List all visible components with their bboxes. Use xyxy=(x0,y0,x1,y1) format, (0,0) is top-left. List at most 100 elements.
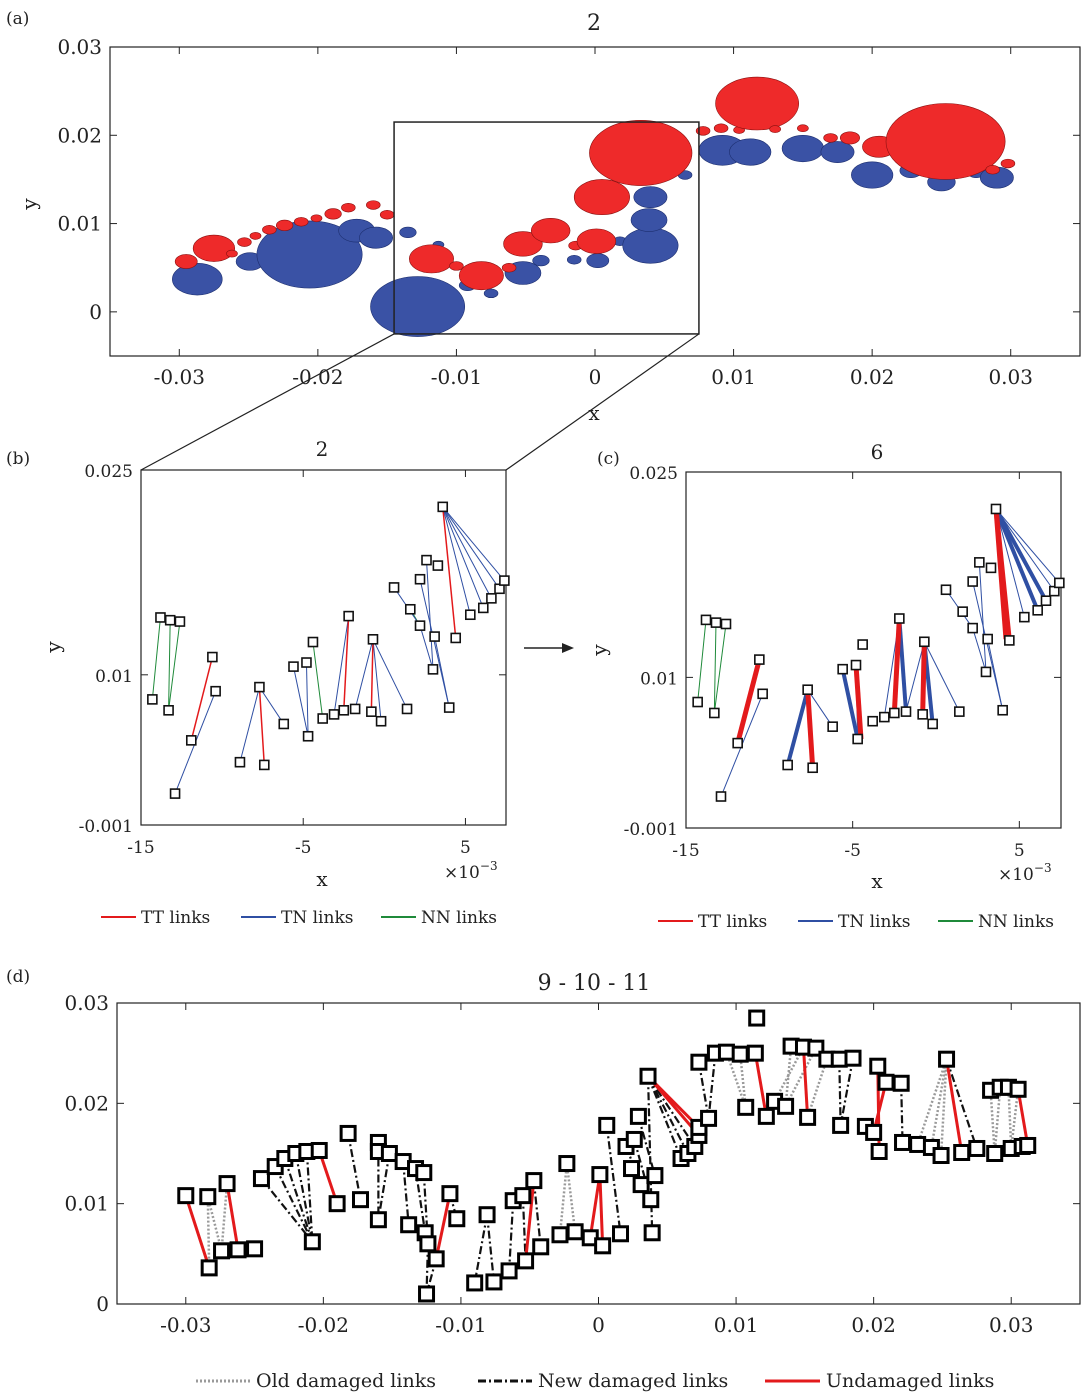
tension-particle xyxy=(310,214,323,223)
particle-node xyxy=(367,634,379,645)
particle-node xyxy=(301,657,312,668)
tension-particle xyxy=(449,261,464,271)
particle-node xyxy=(1032,604,1043,616)
particle-node xyxy=(953,1143,971,1161)
panel-c: 6 -15 -5 5 -0.001 0.01 0.025 x y ×10−3 TT lin… xyxy=(587,440,1065,932)
panel-a-title: 2 xyxy=(587,11,601,36)
particle-node xyxy=(258,759,270,771)
tension-particle xyxy=(885,103,1006,180)
panel-b-xtick-label: 5 xyxy=(460,838,471,858)
particle-node xyxy=(338,705,350,716)
particle-node xyxy=(900,706,912,717)
tension-particle xyxy=(823,133,838,143)
undamaged-link xyxy=(434,1193,452,1260)
panel-b-nodes xyxy=(147,501,510,799)
panel-b-ytick-label: 0.01 xyxy=(95,667,133,687)
tension-particle xyxy=(192,234,236,262)
particle-node xyxy=(278,718,290,730)
tension-particle xyxy=(409,244,454,274)
particle-node xyxy=(737,1098,755,1116)
particle-node xyxy=(598,1116,616,1134)
particle-node xyxy=(1019,1136,1037,1154)
particle-node xyxy=(415,1164,433,1182)
new-damaged-link xyxy=(900,1083,904,1143)
old-damaged-link xyxy=(558,1163,569,1235)
tn-link xyxy=(292,666,309,737)
old-damaged-link xyxy=(220,1183,229,1251)
legend-c-tt-label: TT links xyxy=(698,912,767,932)
particle-node xyxy=(1054,577,1065,589)
particle-node xyxy=(566,1223,584,1241)
particle-node xyxy=(421,554,432,566)
particle-node xyxy=(709,707,720,719)
particle-node xyxy=(938,1050,956,1068)
panel-d-ytick-label: 0.02 xyxy=(64,1091,109,1115)
panel-c-title: 6 xyxy=(871,440,884,464)
tn-link xyxy=(354,639,374,710)
tn-link xyxy=(442,506,484,609)
compression-particle xyxy=(370,276,466,337)
panel-label-c: (c) xyxy=(597,449,620,469)
nn-link xyxy=(151,617,161,700)
panel-d-ticks: -0.03 -0.02 -0.01 0 0.01 0.02 0.03 0 0.01 0.02 0.0… xyxy=(64,991,1080,1337)
panel-c-x-multiplier-base: ×10 xyxy=(998,865,1034,885)
particle-node xyxy=(799,1108,817,1126)
undamaged-link xyxy=(1016,1089,1030,1146)
new-damaged-link xyxy=(647,1075,683,1159)
particle-node xyxy=(177,1187,195,1205)
particle-node xyxy=(210,685,221,697)
particle-node xyxy=(418,1285,436,1303)
nn-link xyxy=(168,621,181,711)
tension-particle xyxy=(174,254,198,269)
particle-node xyxy=(639,1067,657,1085)
tn-link xyxy=(372,639,408,710)
particle-node xyxy=(932,1147,950,1165)
tension-particle xyxy=(503,231,543,257)
new-damaged-link xyxy=(473,1214,489,1284)
panel-a-xtick-label: -0.03 xyxy=(154,365,205,389)
particle-node xyxy=(478,1206,496,1224)
tension-particle xyxy=(458,261,504,291)
nn-link xyxy=(713,623,727,714)
particle-node xyxy=(986,1145,1004,1162)
tension-particle xyxy=(797,124,809,133)
particle-node xyxy=(746,1044,764,1062)
particle-node xyxy=(892,1074,910,1092)
tn-link xyxy=(442,506,492,599)
particle-node xyxy=(957,606,968,617)
compression-particle xyxy=(483,288,499,299)
panel-b-x-multiplier-exp: −3 xyxy=(480,859,498,873)
panel-a: 2 -0.03 -0.02 -0.01 0 0.01 0.02 0.03 0 0.01 0.02 0… xyxy=(17,11,1081,425)
particle-node xyxy=(229,1241,247,1259)
particle-node xyxy=(777,1097,795,1115)
undamaged-link xyxy=(598,1174,605,1246)
panel-label-d: (d) xyxy=(6,967,30,987)
arrow-b-to-c xyxy=(524,643,574,653)
panel-a-ytick-label: 0.02 xyxy=(57,123,102,147)
particle-node xyxy=(748,1009,766,1027)
tn-link xyxy=(259,686,285,725)
panel-a-xtick-label: 0.03 xyxy=(988,365,1033,389)
particle-node xyxy=(443,702,455,713)
tt-bold-link xyxy=(993,508,1009,640)
panel-b: 2 -15 -5 5 -0.001 0.01 0.025 x y ×10−3 TT lin… xyxy=(41,437,510,928)
particle-node xyxy=(865,1123,883,1141)
panel-d-xtick-label: 0.02 xyxy=(851,1313,896,1337)
panel-b-ticks: -15 -5 5 -0.001 0.01 0.025 xyxy=(79,462,506,858)
particle-node xyxy=(207,651,218,663)
panel-d-xtick-label: 0.03 xyxy=(989,1313,1034,1337)
panel-a-xtick-label: 0 xyxy=(589,365,602,389)
particle-node xyxy=(837,663,848,675)
tt-link xyxy=(190,656,214,741)
particle-node xyxy=(427,664,439,675)
particle-node xyxy=(612,1225,630,1243)
particle-node xyxy=(692,696,703,708)
particle-node xyxy=(690,1053,708,1071)
tn-link xyxy=(923,641,960,712)
tt-bold-link xyxy=(853,664,864,740)
panel-c-links xyxy=(697,508,1060,797)
particle-node xyxy=(877,1073,895,1091)
new-damaged-link xyxy=(377,1153,391,1220)
particle-node xyxy=(1004,635,1015,646)
